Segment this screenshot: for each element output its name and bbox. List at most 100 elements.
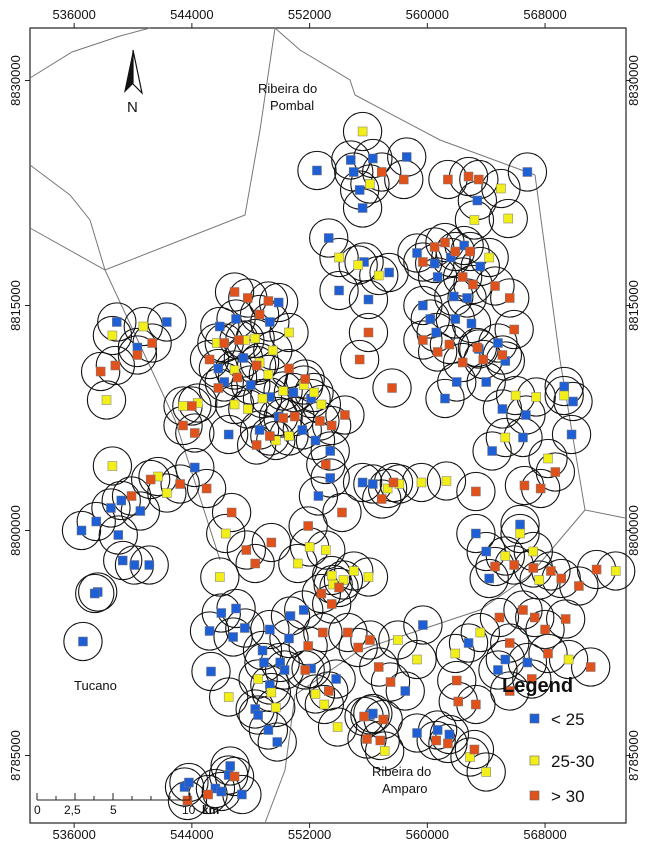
sample-point-25-30 [382, 483, 393, 494]
buffer-circle [306, 444, 346, 485]
buffer-circle [189, 339, 230, 380]
sample-point-lt25 [418, 620, 428, 630]
sample-point-25-30 [257, 393, 268, 404]
boundary-line [274, 27, 356, 96]
buffer-circle [428, 723, 468, 764]
sample-markers [76, 126, 621, 806]
buffer-circle [385, 671, 425, 711]
buffer-circle [350, 695, 390, 735]
sample-point-lt25 [568, 396, 578, 407]
sample-point-lt25 [204, 626, 215, 636]
sample-point-gt30 [518, 605, 528, 615]
sample-point-lt25 [313, 491, 324, 501]
sample-point-gt30 [303, 521, 313, 531]
north-label: N [127, 99, 138, 116]
sample-point-gt30 [376, 494, 387, 504]
sample-point-gt30 [374, 662, 384, 672]
scale-label-5: 5 [110, 803, 117, 817]
buffer-circle [92, 446, 133, 486]
sample-point-gt30 [540, 624, 550, 635]
buffer-circle [359, 255, 399, 296]
sample-point-lt25 [444, 729, 455, 740]
y-tick-label-right: 8830000 [626, 55, 641, 106]
scale-label-2-5: 2,5 [64, 803, 81, 817]
sample-point-lt25 [432, 725, 443, 735]
sample-point-lt25 [285, 611, 296, 621]
buffer-circle [226, 530, 267, 570]
buffer-circle [250, 609, 290, 650]
legend-label-gt30: > 30 [551, 787, 585, 806]
sample-point-lt25 [312, 165, 322, 176]
sample-point-gt30 [250, 558, 260, 569]
sample-point-lt25 [481, 377, 491, 387]
sample-point-lt25 [225, 761, 235, 771]
buffer-circle [285, 359, 325, 399]
buffer-circle [353, 693, 393, 734]
sample-point-25-30 [543, 453, 553, 464]
sample-point-gt30 [334, 582, 344, 593]
sample-point-lt25 [263, 725, 274, 735]
sample-point-25-30 [253, 674, 263, 684]
sample-point-25-30 [215, 572, 225, 582]
buffer-circle [78, 572, 118, 612]
sample-point-gt30 [226, 507, 237, 518]
sample-point-gt30 [528, 563, 539, 573]
sample-point-lt25 [184, 777, 194, 788]
buffer-circle [297, 150, 337, 191]
sample-point-gt30 [263, 296, 274, 306]
sample-point-gt30 [362, 734, 372, 744]
sample-point-gt30 [354, 354, 365, 365]
x-tick-label-bottom: 560000 [406, 827, 449, 842]
sample-point-gt30 [300, 374, 310, 384]
buffer-circle [328, 612, 368, 653]
sample-point-lt25 [216, 786, 227, 797]
scale-bar [36, 793, 191, 801]
sample-point-25-30 [374, 270, 384, 281]
buffer-circle [571, 647, 611, 687]
buffer-circles [61, 111, 636, 821]
buffer-circle [348, 279, 389, 320]
sample-point-gt30 [232, 372, 243, 383]
sample-point-lt25 [472, 195, 483, 206]
buffer-circle [61, 510, 102, 551]
boundary-line [264, 694, 296, 824]
buffer-circle [175, 413, 215, 453]
sample-point-gt30 [469, 744, 480, 755]
buffer-circle [403, 242, 443, 282]
sample-point-lt25 [384, 267, 394, 278]
sample-point-gt30 [243, 293, 253, 303]
scale-label-0: 0 [34, 803, 41, 817]
sample-point-lt25 [566, 429, 577, 440]
sample-point-25-30 [223, 692, 234, 702]
sample-point-gt30 [190, 428, 200, 438]
buffer-circle [269, 312, 309, 353]
sample-point-lt25 [368, 479, 378, 489]
sample-point-25-30 [450, 648, 461, 659]
sample-point-25-30 [510, 390, 521, 401]
buffer-circle [348, 312, 389, 353]
buffer-circle [80, 351, 121, 392]
sample-point-lt25 [323, 233, 334, 243]
sample-point-gt30 [497, 350, 508, 360]
sample-point-25-30 [178, 401, 188, 411]
buffer-circle [494, 309, 534, 350]
sample-point-25-30 [531, 392, 541, 402]
sample-point-lt25 [400, 686, 411, 696]
buffer-circle [488, 198, 528, 239]
sample-point-25-30 [484, 252, 494, 263]
buffer-circle [466, 752, 506, 792]
sample-point-lt25 [522, 657, 533, 668]
sample-point-25-30 [293, 558, 303, 569]
sample-point-lt25 [237, 789, 247, 800]
sample-point-gt30 [95, 366, 106, 377]
sample-point-lt25 [497, 404, 508, 414]
buffer-circle [372, 368, 412, 408]
sample-point-25-30 [515, 528, 525, 539]
sample-point-25-30 [363, 572, 374, 582]
sample-point-gt30 [303, 641, 313, 651]
sample-point-lt25 [240, 623, 250, 633]
buffer-circle [76, 501, 116, 542]
buffer-circle [362, 479, 402, 519]
buffer-circle [479, 597, 520, 638]
sample-point-lt25 [223, 429, 234, 440]
